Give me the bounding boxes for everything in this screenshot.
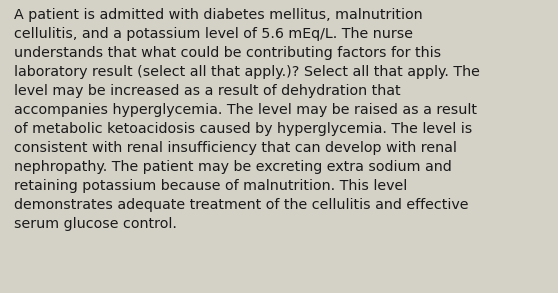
Text: A patient is admitted with diabetes mellitus, malnutrition
cellulitis, and a pot: A patient is admitted with diabetes mell… xyxy=(14,8,480,231)
